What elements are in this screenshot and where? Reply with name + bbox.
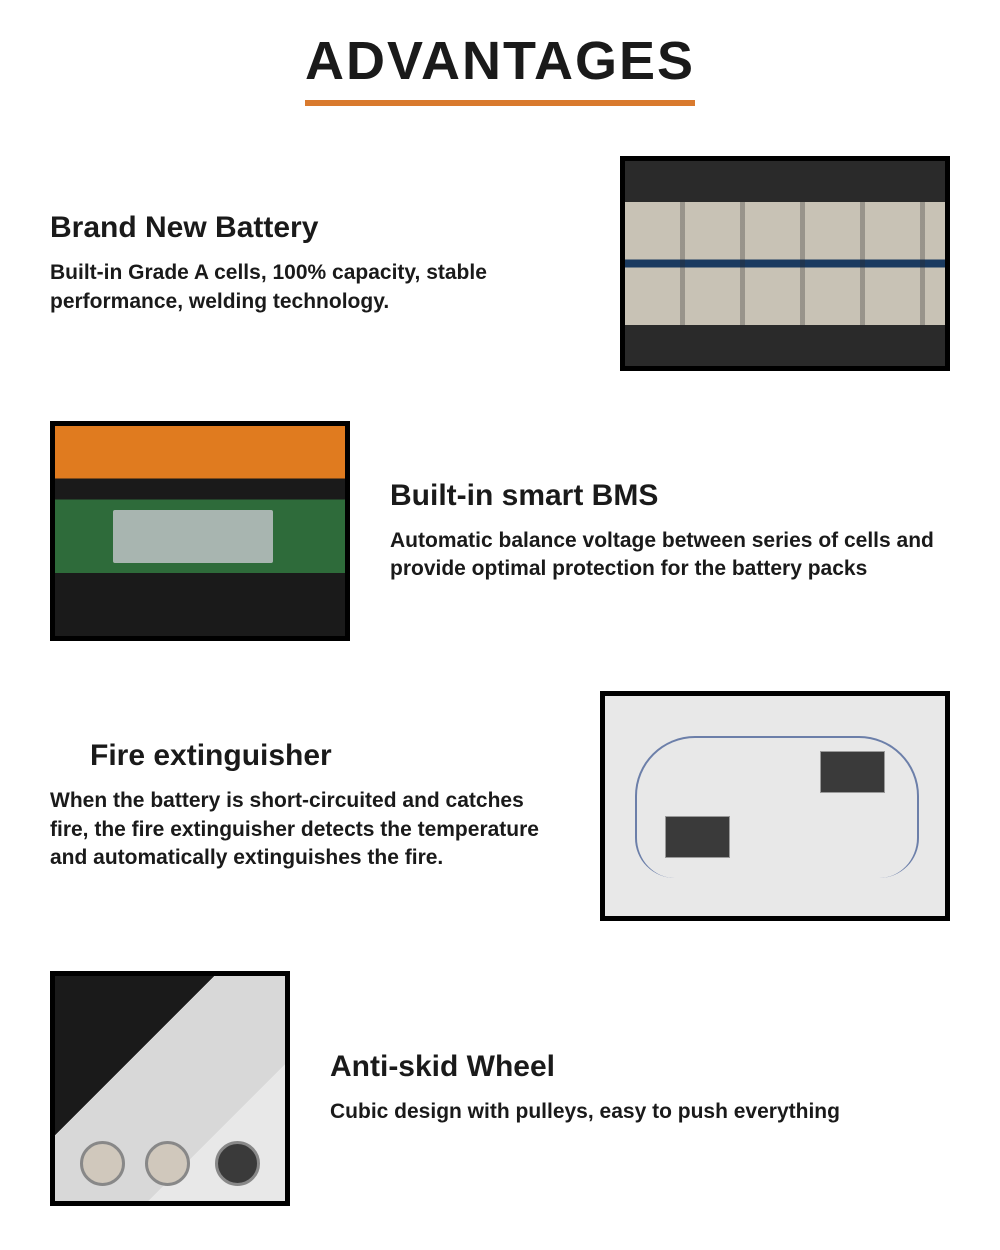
feature-title: Fire extinguisher xyxy=(50,739,560,773)
feature-title: Built-in smart BMS xyxy=(390,479,950,513)
feature-description: When the battery is short-circuited and … xyxy=(50,787,560,872)
feature-description: Built-in Grade A cells, 100% capacity, s… xyxy=(50,259,580,316)
feature-image xyxy=(620,156,950,371)
fire-extinguisher-image xyxy=(600,691,950,921)
feature-fire-extinguisher: Fire extinguisher When the battery is sh… xyxy=(50,691,950,921)
feature-image xyxy=(600,691,950,921)
wheel-image xyxy=(50,971,290,1206)
feature-text: Brand New Battery Built-in Grade A cells… xyxy=(50,211,580,316)
battery-cells-image xyxy=(620,156,950,371)
feature-title: Anti-skid Wheel xyxy=(330,1050,950,1084)
bms-board-image xyxy=(50,421,350,641)
feature-wheel: Anti-skid Wheel Cubic design with pulley… xyxy=(50,971,950,1206)
feature-bms: Built-in smart BMS Automatic balance vol… xyxy=(50,421,950,641)
feature-title: Brand New Battery xyxy=(50,211,580,245)
feature-text: Built-in smart BMS Automatic balance vol… xyxy=(390,479,950,584)
feature-battery: Brand New Battery Built-in Grade A cells… xyxy=(50,156,950,371)
feature-text: Anti-skid Wheel Cubic design with pulley… xyxy=(330,1050,950,1126)
feature-image xyxy=(50,421,350,641)
page-title: ADVANTAGES xyxy=(305,30,695,106)
feature-description: Automatic balance voltage between series… xyxy=(390,527,950,584)
feature-description: Cubic design with pulleys, easy to push … xyxy=(330,1098,950,1126)
feature-image xyxy=(50,971,290,1206)
page-header: ADVANTAGES xyxy=(50,30,950,106)
feature-text: Fire extinguisher When the battery is sh… xyxy=(50,739,560,872)
